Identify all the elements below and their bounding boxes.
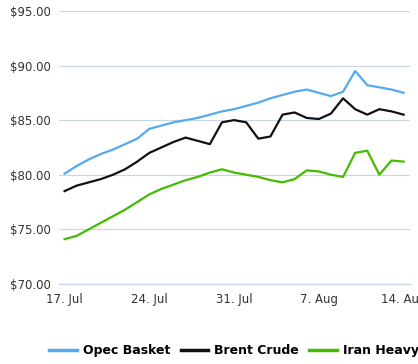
Iran Heavy <box>122 207 127 212</box>
Brent Crude <box>341 96 346 100</box>
Brent Crude <box>98 177 103 181</box>
Brent Crude <box>268 134 273 139</box>
Brent Crude <box>147 151 152 155</box>
Opec Basket <box>365 83 370 87</box>
Iran Heavy <box>316 169 321 174</box>
Opec Basket <box>147 127 152 131</box>
Brent Crude <box>207 142 212 146</box>
Opec Basket <box>268 96 273 100</box>
Iran Heavy <box>62 237 67 241</box>
Iran Heavy <box>147 192 152 197</box>
Opec Basket <box>256 100 261 105</box>
Iran Heavy <box>244 173 249 177</box>
Brent Crude <box>86 180 91 185</box>
Brent Crude <box>195 139 200 143</box>
Opec Basket <box>135 136 140 141</box>
Opec Basket <box>244 104 249 108</box>
Opec Basket <box>183 118 188 122</box>
Iran Heavy <box>207 170 212 175</box>
Iran Heavy <box>219 167 224 171</box>
Iran Heavy <box>110 214 115 218</box>
Opec Basket <box>62 171 67 176</box>
Brent Crude <box>292 110 297 115</box>
Opec Basket <box>353 69 358 73</box>
Iran Heavy <box>195 175 200 179</box>
Opec Basket <box>207 112 212 117</box>
Opec Basket <box>159 123 164 128</box>
Opec Basket <box>86 157 91 162</box>
Iran Heavy <box>280 180 285 185</box>
Iran Heavy <box>159 187 164 191</box>
Brent Crude <box>244 120 249 124</box>
Iran Heavy <box>268 178 273 182</box>
Opec Basket <box>122 142 127 146</box>
Brent Crude <box>389 109 394 114</box>
Iran Heavy <box>329 173 334 177</box>
Legend: Opec Basket, Brent Crude, Iran Heavy: Opec Basket, Brent Crude, Iran Heavy <box>44 339 418 362</box>
Iran Heavy <box>353 151 358 155</box>
Brent Crude <box>122 167 127 171</box>
Line: Iran Heavy: Iran Heavy <box>64 151 404 239</box>
Brent Crude <box>256 136 261 141</box>
Iran Heavy <box>135 200 140 204</box>
Opec Basket <box>219 109 224 114</box>
Line: Opec Basket: Opec Basket <box>64 71 404 174</box>
Iran Heavy <box>98 221 103 225</box>
Brent Crude <box>316 117 321 121</box>
Opec Basket <box>329 94 334 98</box>
Brent Crude <box>232 118 237 122</box>
Iran Heavy <box>365 149 370 153</box>
Opec Basket <box>110 147 115 152</box>
Brent Crude <box>365 112 370 117</box>
Iran Heavy <box>183 178 188 182</box>
Iran Heavy <box>232 170 237 175</box>
Opec Basket <box>377 85 382 90</box>
Opec Basket <box>292 90 297 94</box>
Opec Basket <box>389 87 394 92</box>
Opec Basket <box>304 87 309 92</box>
Brent Crude <box>280 112 285 117</box>
Iran Heavy <box>304 168 309 173</box>
Opec Basket <box>401 91 406 95</box>
Opec Basket <box>171 120 176 124</box>
Iran Heavy <box>401 159 406 164</box>
Opec Basket <box>195 116 200 120</box>
Iran Heavy <box>86 227 91 232</box>
Opec Basket <box>98 152 103 156</box>
Opec Basket <box>280 93 285 97</box>
Brent Crude <box>401 112 406 117</box>
Iran Heavy <box>389 158 394 163</box>
Brent Crude <box>110 173 115 177</box>
Iran Heavy <box>341 175 346 179</box>
Brent Crude <box>62 189 67 193</box>
Brent Crude <box>159 145 164 150</box>
Iran Heavy <box>74 234 79 238</box>
Brent Crude <box>353 107 358 111</box>
Line: Brent Crude: Brent Crude <box>64 98 404 191</box>
Opec Basket <box>232 107 237 111</box>
Brent Crude <box>329 111 334 116</box>
Opec Basket <box>341 90 346 94</box>
Brent Crude <box>183 135 188 140</box>
Brent Crude <box>304 116 309 120</box>
Brent Crude <box>135 159 140 164</box>
Brent Crude <box>171 140 176 144</box>
Iran Heavy <box>377 173 382 177</box>
Iran Heavy <box>256 175 261 179</box>
Iran Heavy <box>292 177 297 181</box>
Opec Basket <box>316 91 321 95</box>
Brent Crude <box>377 107 382 111</box>
Iran Heavy <box>171 182 176 187</box>
Brent Crude <box>219 120 224 124</box>
Brent Crude <box>74 183 79 188</box>
Opec Basket <box>74 164 79 168</box>
